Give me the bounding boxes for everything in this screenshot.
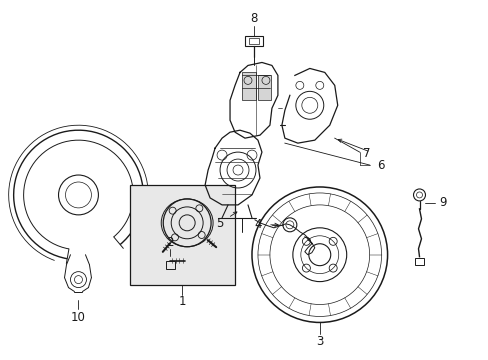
Text: 10: 10 <box>71 311 86 324</box>
Bar <box>248 37 259 44</box>
Text: 5: 5 <box>216 217 224 230</box>
Text: 7: 7 <box>362 147 369 159</box>
Bar <box>130 185 235 285</box>
Text: 6: 6 <box>377 158 385 172</box>
Bar <box>166 261 175 269</box>
Text: 2: 2 <box>166 236 174 249</box>
Text: 9: 9 <box>439 197 446 210</box>
Text: 8: 8 <box>250 12 257 25</box>
Bar <box>242 72 255 100</box>
Bar <box>414 258 424 265</box>
Bar <box>258 75 270 100</box>
Text: 1: 1 <box>178 295 185 308</box>
Text: 4: 4 <box>254 218 262 231</box>
Bar <box>244 36 263 45</box>
Text: 3: 3 <box>315 335 323 348</box>
